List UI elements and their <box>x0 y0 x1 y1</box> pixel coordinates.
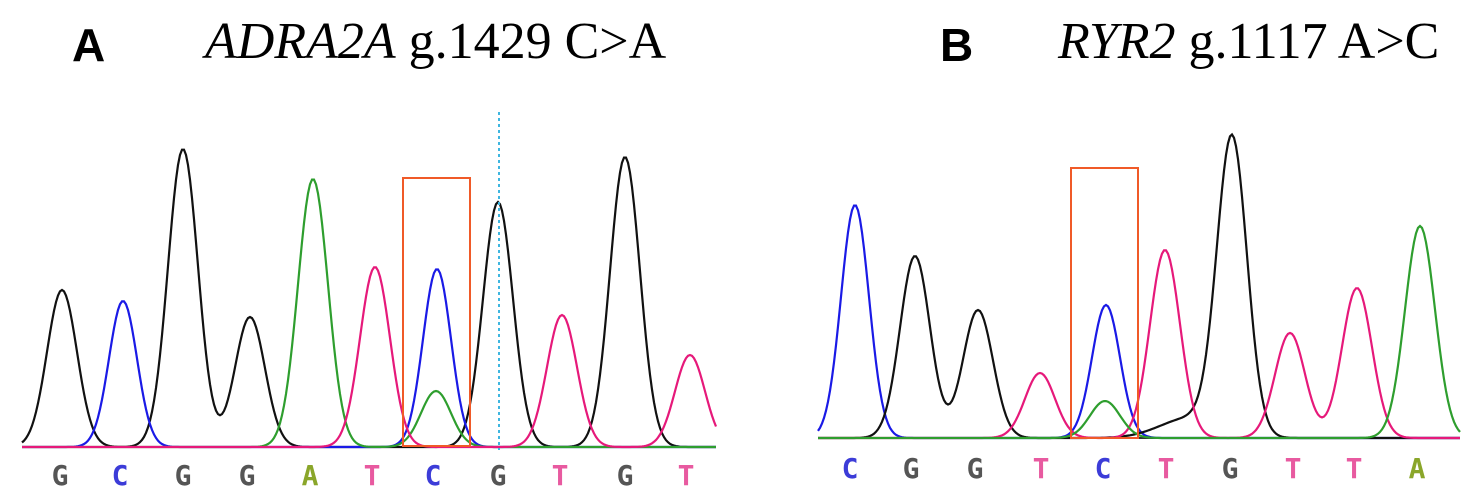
panel-a-trace-t <box>22 266 718 449</box>
panel-b-base-label: A <box>1409 452 1426 485</box>
panel-a-base-label: C <box>425 459 442 491</box>
panel-a-letter: A <box>72 19 106 71</box>
panel-a-base-label: G <box>175 459 192 491</box>
panel-b-base-label: T <box>1158 452 1175 485</box>
panel-a-base-label: T <box>552 459 569 491</box>
panel-b-base-label: T <box>1033 452 1050 485</box>
panel-a-trace-c <box>22 268 716 449</box>
panel-a-base-label: T <box>678 459 695 491</box>
panel-a-base-label: G <box>617 459 634 491</box>
panel-b-base-label: T <box>1285 452 1302 485</box>
panel-a-title: ADRA2A g.1429 C>A <box>205 12 666 71</box>
panel-a-base-label: G <box>52 459 69 491</box>
panel-a-base-label: C <box>112 459 129 491</box>
panel-b-base-label: C <box>1095 452 1112 485</box>
panel-b-gene: RYR2 <box>1058 13 1176 70</box>
panel-b-letter: B <box>940 19 974 71</box>
panel-b-base-label: T <box>1346 452 1363 485</box>
panel-a-base-label: A <box>302 459 319 491</box>
panel-b-base-label: G <box>967 452 984 485</box>
panel-b-base-label: G <box>1222 452 1239 485</box>
panel-a-variant: g.1429 C>A <box>408 13 667 70</box>
panel-b-variant: g.1117 A>C <box>1188 13 1440 70</box>
panel-a-base-label: G <box>239 459 256 491</box>
panel-a-base-label: T <box>364 459 381 491</box>
panel-a-base-label: G <box>490 459 507 491</box>
panel-b-title: RYR2 g.1117 A>C <box>1058 12 1439 71</box>
panel-b-base-label: C <box>842 452 859 485</box>
panel-a-gene: ADRA2A <box>205 13 396 70</box>
panel-a-variant-box <box>402 177 471 447</box>
panel-b-variant-box <box>1070 167 1139 439</box>
panel-b-base-label: G <box>903 452 920 485</box>
panel-a-trace-a <box>22 178 716 449</box>
panel-a-trace-g <box>21 148 716 449</box>
